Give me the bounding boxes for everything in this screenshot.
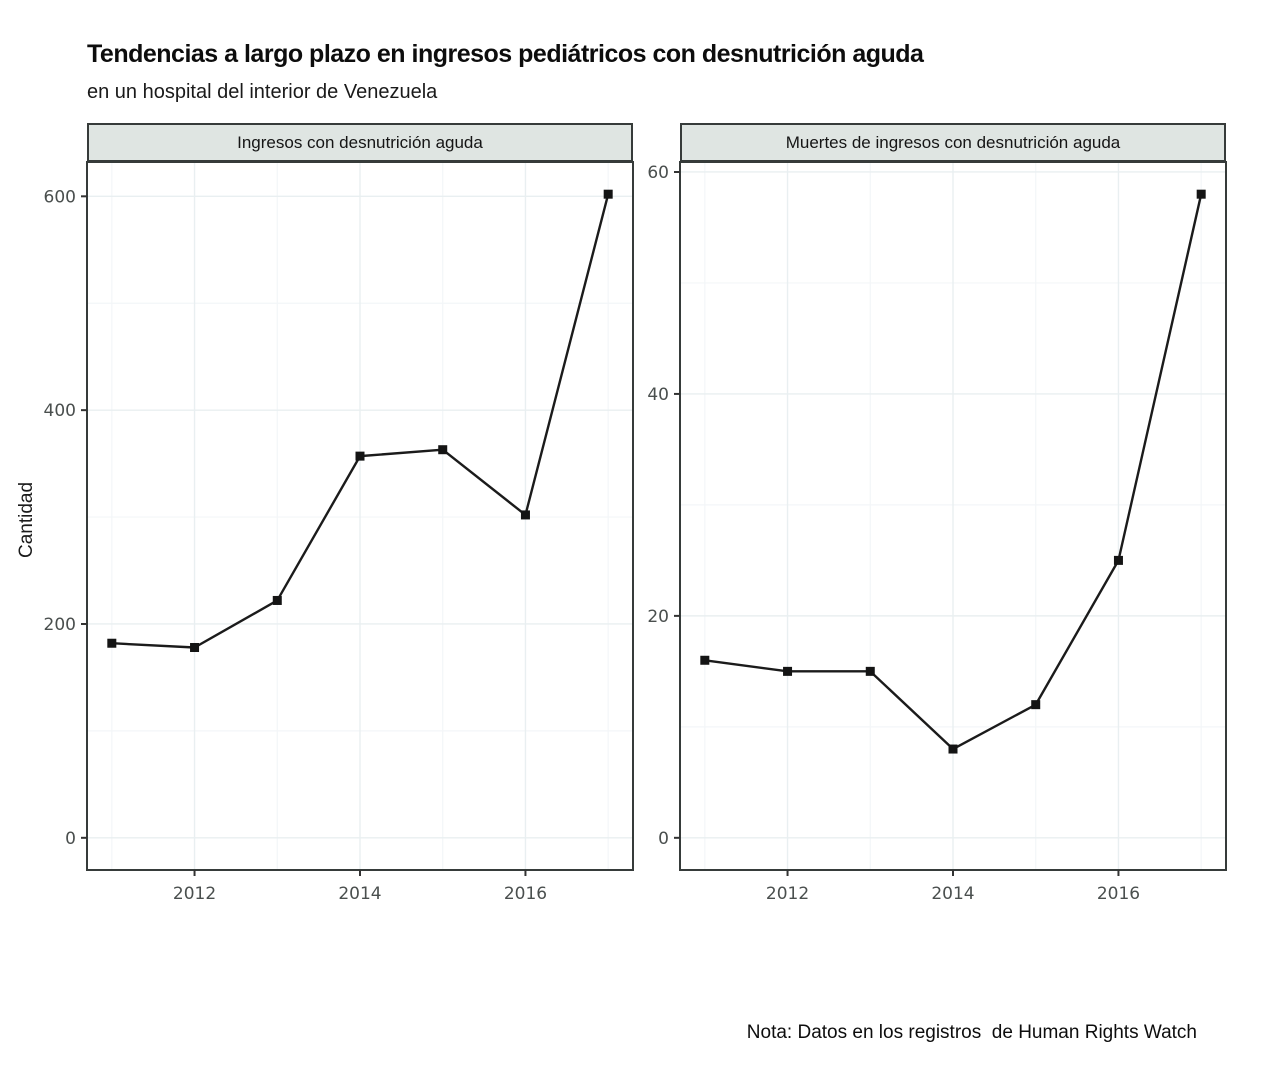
panel-ingresos-strip: Ingresos con desnutrición aguda <box>87 123 633 162</box>
muertes-line-chart: 2012 2014 2016 0 20 40 60 <box>647 161 1227 904</box>
ingresos-line-chart: 2012 2014 2016 0 200 400 600 <box>44 161 634 904</box>
svg-text:2016: 2016 <box>1097 884 1140 904</box>
panel-muertes: Muertes de ingresos con desnutrición agu… <box>647 123 1227 904</box>
svg-text:2014: 2014 <box>931 884 974 904</box>
svg-text:2014: 2014 <box>338 884 381 904</box>
source-note: Nota: Datos en los registros de Human Ri… <box>746 1022 1197 1043</box>
panel-ingresos-strip-label: Ingresos con desnutrición aguda <box>237 132 483 152</box>
panel-muertes-strip: Muertes de ingresos con desnutrición agu… <box>680 123 1226 162</box>
svg-text:0: 0 <box>658 829 669 849</box>
chart-subtitle: en un hospital del interior de Venezuela <box>87 81 438 103</box>
svg-text:200: 200 <box>44 615 76 635</box>
panel-ingresos: Ingresos con desnutrición aguda 2012 2014… <box>44 123 634 904</box>
y-axis-title: Cantidad <box>16 481 37 559</box>
svg-text:2012: 2012 <box>173 884 216 904</box>
svg-text:2016: 2016 <box>504 884 547 904</box>
svg-text:0: 0 <box>65 829 76 849</box>
svg-text:400: 400 <box>44 401 76 421</box>
svg-text:60: 60 <box>647 163 669 183</box>
svg-text:40: 40 <box>647 385 669 405</box>
panel-muertes-strip-label: Muertes de ingresos con desnutrición agu… <box>785 132 1121 152</box>
svg-text:2012: 2012 <box>766 884 809 904</box>
svg-text:600: 600 <box>44 187 76 207</box>
svg-text:20: 20 <box>647 607 669 627</box>
chart-title: Tendencias a largo plazo en ingresos ped… <box>87 40 924 68</box>
